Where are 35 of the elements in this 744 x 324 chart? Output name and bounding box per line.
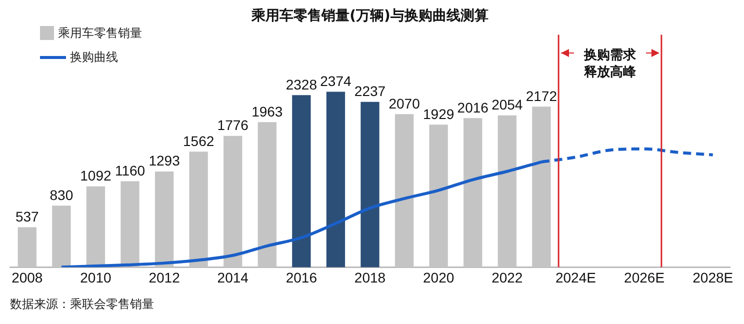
bar xyxy=(360,102,380,268)
data-label: 2016 xyxy=(457,99,489,116)
legend-label: 乘用车零售销量 xyxy=(58,24,142,42)
x-tick-label: 2026E xyxy=(624,269,665,286)
x-tick-label: 2022 xyxy=(492,269,523,286)
data-label: 2054 xyxy=(492,96,523,113)
data-label: 1293 xyxy=(148,152,180,169)
x-tick-label: 2014 xyxy=(217,269,249,286)
source-note: 数据来源：乘联会零售销量 xyxy=(10,296,154,313)
data-label: 1776 xyxy=(217,117,249,134)
legend-label: 换购曲线 xyxy=(70,48,118,66)
data-label: 2172 xyxy=(526,88,558,104)
bar xyxy=(292,95,311,268)
x-tick-label: 2012 xyxy=(148,269,180,286)
data-label: 1092 xyxy=(80,168,112,184)
data-label: 1160 xyxy=(114,162,146,178)
data-label: 1929 xyxy=(422,106,454,122)
x-tick-label: 2016 xyxy=(286,269,318,286)
data-label: 2070 xyxy=(388,95,420,112)
x-tick-label: 2024E xyxy=(555,269,596,286)
data-label: 2328 xyxy=(286,76,318,92)
x-tick-label: 2008 xyxy=(12,269,43,286)
data-label: 1963 xyxy=(252,103,283,120)
chart-title: 乘用车零售销量(万辆)与换购曲线测算 xyxy=(250,7,488,24)
x-tick-label: 2010 xyxy=(80,269,112,286)
data-label: 537 xyxy=(15,208,40,224)
bar xyxy=(326,92,346,268)
x-tick-label: 2018 xyxy=(354,269,386,286)
data-label: 2237 xyxy=(354,83,386,100)
text: 换购需求释放高峰 xyxy=(582,46,637,81)
data-label: 2374 xyxy=(320,72,352,89)
data-label: 830 xyxy=(50,186,74,203)
x-tick-label: 2020 xyxy=(422,269,454,286)
data-label: 1562 xyxy=(182,132,214,149)
x-tick-label: 2028E xyxy=(692,269,734,286)
